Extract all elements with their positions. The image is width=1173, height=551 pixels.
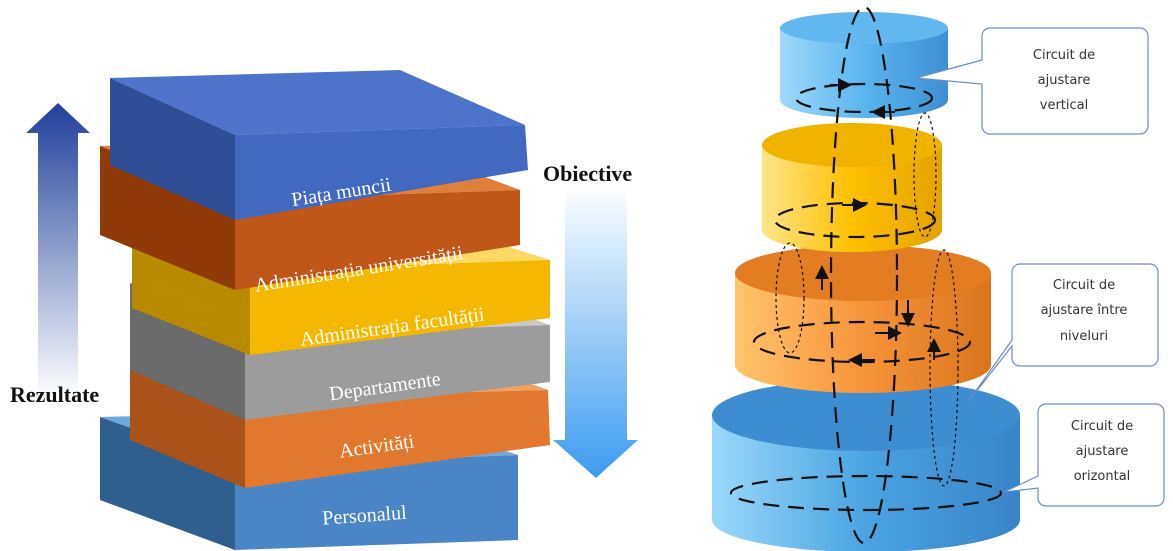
callout-between-line-1: Circuit de: [1053, 278, 1115, 293]
callout-vertical-line-2: ajustare: [1038, 73, 1091, 88]
cylinder-tier-top: [780, 12, 948, 118]
horizontal-loop-bottom: [729, 474, 1003, 512]
vertical-loop: [829, 5, 899, 545]
cylinder-tier-orange: [735, 245, 991, 393]
callout-between-line-3: niveluri: [1060, 329, 1108, 344]
adjustment-loops: [729, 5, 1003, 545]
horizontal-loop-orange: [752, 320, 972, 364]
cylinder-tier-bottom: [712, 379, 1020, 551]
layer-piata-muncii: Piața muncii: [110, 70, 528, 220]
callout-horizontal-line-1: Circuit de: [1071, 419, 1133, 434]
objectives-arrow: [553, 185, 638, 478]
callout-horizontal-line-3: orizontal: [1074, 469, 1131, 484]
objectives-label: Obiective: [543, 161, 632, 186]
callout-horizontal-line-2: ajustare: [1076, 444, 1129, 459]
loop-arrows: [815, 78, 941, 367]
cylinder-tier-yellow: [762, 123, 942, 252]
between-level-loops: [775, 112, 959, 487]
callout-between-line-2: ajustare între: [1041, 303, 1128, 318]
callout-vertical: Circuit de ajustare vertical: [915, 27, 1149, 135]
results-label: Rezultate: [10, 382, 99, 407]
callout-vertical-line-3: vertical: [1040, 98, 1088, 113]
callout-horizontal: Circuit de ajustare orizontal: [1003, 403, 1165, 507]
callout-vertical-line-1: Circuit de: [1033, 48, 1095, 63]
results-arrow: [26, 103, 90, 398]
horizontal-loop-top: [794, 82, 934, 114]
callout-between: Circuit de ajustare între niveluri: [967, 263, 1159, 403]
